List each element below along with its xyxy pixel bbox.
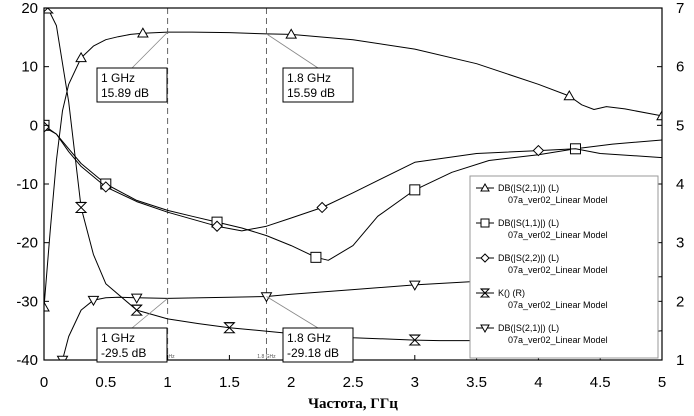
- legend-entry: DB(|S(2,2)|) (L) 07a_ver02_Linear Model: [476, 253, 608, 275]
- annotation-text: 1.8 GHz: [287, 331, 331, 345]
- annotation-text: 1 GHz: [101, 71, 135, 85]
- legend-series-model: 07a_ver02_Linear Model: [508, 300, 608, 310]
- y2-tick-label: 3: [676, 235, 684, 252]
- data-point-marker: [563, 89, 576, 101]
- annotation-leader: [266, 296, 319, 329]
- x-tick-label: 0.5: [95, 374, 116, 391]
- annotation-box: [96, 67, 168, 103]
- y-tick-label: 0: [30, 117, 38, 134]
- legend-series-model: 07a_ver02_Linear Model: [508, 265, 608, 275]
- data-point-marker: [100, 181, 112, 193]
- legend-series-name: DB(|S(1,1)|) (L): [498, 218, 559, 228]
- y-tick-label: 10: [21, 59, 38, 76]
- legend-entry: DB(|S(1,1)|) (L) 07a_ver02_Linear Model: [476, 218, 608, 240]
- legend: DB(|S(2,1)|) (L)07a_ver02_Linear ModelDB…: [469, 175, 659, 359]
- legend-series-name: K() (R): [498, 288, 525, 298]
- x-tick-label: 1.5: [219, 374, 240, 391]
- y2-tick-label: 5: [676, 117, 684, 134]
- data-point-marker: [130, 293, 143, 304]
- annotation-box: [96, 327, 168, 363]
- y2-tick-label: 1: [676, 352, 684, 369]
- data-point-marker: [44, 8, 54, 14]
- data-point-marker: [56, 355, 69, 360]
- annotation-text: 1.8 GHz: [287, 71, 331, 85]
- data-point-marker: [285, 28, 298, 39]
- data-point-marker: [260, 292, 273, 303]
- data-point-marker: [75, 51, 87, 63]
- data-point-marker: [409, 184, 421, 196]
- x-tick-label: 2.5: [343, 374, 364, 391]
- data-point-marker: [137, 27, 149, 38]
- data-point-marker: [316, 201, 328, 214]
- x-tick-label: 5: [658, 374, 666, 391]
- series-line: [44, 126, 662, 232]
- legend-series-model: 07a_ver02_Linear Model: [508, 335, 608, 345]
- legend-entry: DB(|S(2,1)|) (L) 07a_ver02_Linear Model: [476, 182, 608, 205]
- series-line: [44, 124, 662, 261]
- legend-series-model: 07a_ver02_Linear Model: [508, 195, 608, 205]
- annotation-text: -29.18 dB: [287, 346, 339, 360]
- legend-entry: K() (R) 07a_ver02_Linear Model: [476, 288, 608, 310]
- data-point-marker: [480, 218, 490, 228]
- annotation-text: 15.59 dB: [287, 86, 335, 100]
- legend-series-name: DB(|S(2,2)|) (L): [498, 253, 559, 263]
- y-tick-label: -30: [16, 293, 38, 310]
- data-point-marker: [480, 182, 490, 192]
- annotation-leader: [266, 33, 319, 69]
- ticks-layer: 0 0.5 1 1.5 2 2.5 3 3.5 4 4.5 5 -40 -30 -20 -10 0 10 20 1 2…: [16, 0, 684, 391]
- x-tick-label: 2: [287, 374, 295, 391]
- y2-tick-label: 7: [676, 0, 684, 17]
- data-point-marker: [656, 109, 662, 121]
- y-tick-label: -40: [16, 352, 38, 369]
- y-tick-label: -10: [16, 176, 38, 193]
- data-point-marker: [87, 295, 100, 307]
- legend-box: [469, 175, 659, 359]
- y2-tick-label: 2: [676, 293, 684, 310]
- y-tick-label: -20: [16, 235, 38, 252]
- y2-tick-label: 6: [676, 59, 684, 76]
- data-point-marker: [480, 324, 490, 334]
- data-point-marker: [480, 253, 490, 263]
- series-line: [44, 31, 662, 308]
- series-1: [44, 27, 662, 312]
- x-tick-label: 4: [534, 374, 542, 391]
- marker-annotation: 1 GHz-29.5 dB: [96, 298, 168, 363]
- x-axis-label: Частота, ГГц: [308, 396, 398, 412]
- marker-axis-label: 1.8 GHz: [257, 354, 276, 360]
- x-tick-label: 1: [163, 374, 171, 391]
- legend-entry: DB(|S(2,1)|) (L) 07a_ver02_Linear Model: [476, 323, 608, 345]
- marker-annotation: 1.8 GHz-29.18 dB: [266, 296, 354, 363]
- annotation-text: 15.89 dB: [101, 86, 149, 100]
- x-tick-label: 4.5: [590, 374, 611, 391]
- series-3: [44, 121, 662, 232]
- data-point-marker: [310, 251, 322, 263]
- data-point-marker: [211, 220, 223, 232]
- legend-series-model: 07a_ver02_Linear Model: [508, 230, 608, 240]
- data-point-marker: [408, 280, 421, 291]
- legend-series-name: DB(|S(2,1)|) (L): [498, 323, 559, 333]
- x-tick-label: 0: [40, 374, 48, 391]
- annotation-leader: [131, 298, 168, 329]
- annotation-text: -29.5 dB: [101, 346, 146, 360]
- annotation-box: [282, 67, 354, 103]
- data-point-marker: [532, 144, 545, 157]
- data-point-marker: [44, 301, 50, 312]
- annotation-leader: [131, 31, 168, 69]
- legend-series-name: DB(|S(2,1)|) (L): [498, 183, 559, 193]
- y-tick-label: 20: [21, 0, 38, 17]
- annotation-box: [282, 327, 354, 363]
- annotation-text: 1 GHz: [101, 331, 135, 345]
- y2-tick-label: 4: [676, 176, 684, 193]
- x-tick-label: 3: [411, 374, 419, 391]
- x-tick-label: 3.5: [466, 374, 487, 391]
